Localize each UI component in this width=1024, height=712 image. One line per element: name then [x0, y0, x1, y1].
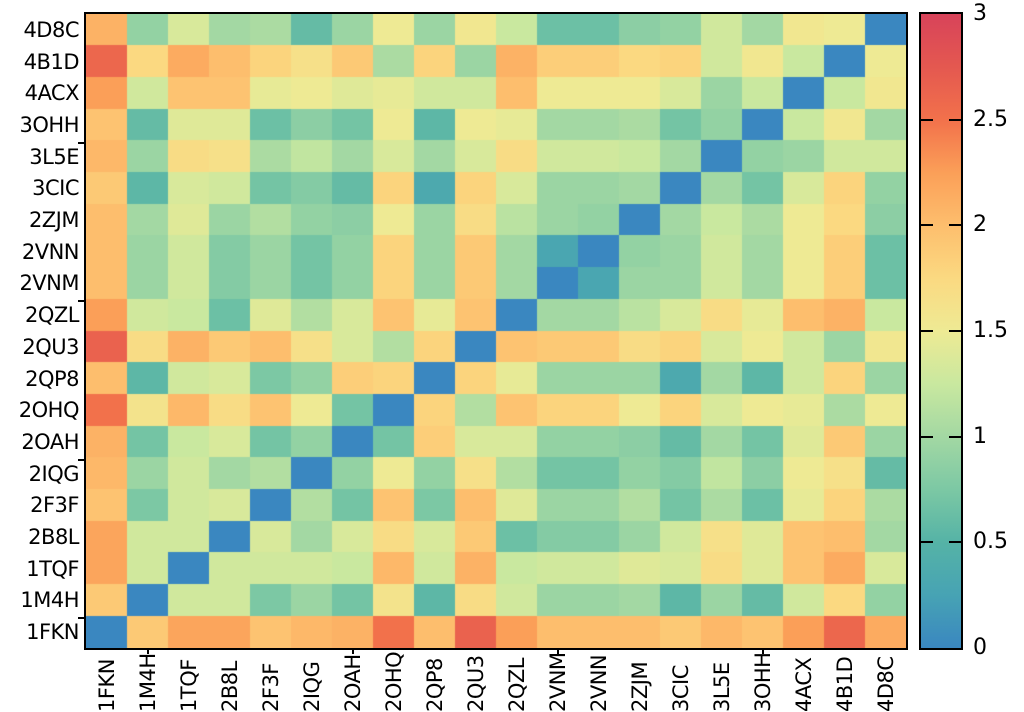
- x-axis-label: 2QP8: [422, 658, 447, 712]
- y-axis-label: 3CIC: [32, 176, 79, 201]
- x-axis-label: 4D8C: [873, 656, 898, 712]
- y-axis-label: 4B1D: [23, 49, 80, 74]
- y-axis-label: 4ACX: [24, 81, 80, 106]
- y-axis-label: 2B8L: [28, 525, 79, 550]
- y-axis-label: 1M4H: [20, 588, 79, 613]
- x-axis-label: 2OAH: [340, 654, 365, 712]
- colorbar-tick-label: 3: [973, 1, 987, 26]
- colorbar-tick: [949, 541, 961, 544]
- y-axis-label: 2OAH: [21, 429, 79, 454]
- y-axis-label: 2OHQ: [18, 398, 80, 423]
- y-axis-tick: [78, 458, 84, 461]
- x-axis-label: 4B1D: [832, 656, 857, 712]
- x-axis-label: 2VNM: [545, 652, 570, 712]
- x-axis-tick: [761, 648, 764, 654]
- colorbar-tick: [921, 541, 933, 544]
- colorbar-tick: [921, 435, 933, 438]
- colorbar-tick: [949, 330, 961, 332]
- colorbar-tick-label: 2.5: [973, 106, 1008, 132]
- plot-area: [84, 12, 908, 650]
- heatmap-canvas: [86, 14, 906, 648]
- colorbar-tick: [921, 118, 933, 121]
- y-axis-tick: [78, 141, 84, 144]
- x-axis-label: 2QU3: [463, 655, 488, 712]
- y-axis-label: 2VNM: [19, 271, 79, 296]
- x-axis-tick: [351, 648, 354, 654]
- x-axis-label: 4ACX: [791, 657, 816, 712]
- x-axis-label: 2VNN: [586, 654, 611, 712]
- y-axis-tick: [78, 617, 84, 620]
- colorbar-tick-label: 1.5: [973, 318, 1008, 343]
- y-axis-label: 4D8C: [23, 17, 79, 42]
- y-axis-label: 1FKN: [26, 620, 79, 645]
- colorbar-tick-label: 0.5: [973, 529, 1008, 555]
- y-axis-label: 1TQF: [26, 556, 79, 581]
- x-axis-label: 2F3F: [258, 663, 283, 712]
- x-axis-label: 3L5E: [709, 662, 734, 712]
- colorbar-tick-label: 2: [973, 212, 987, 238]
- x-axis-label: 3CIC: [668, 665, 693, 712]
- y-axis-label: 3L5E: [29, 144, 79, 169]
- x-axis-label: 1FKN: [94, 659, 119, 712]
- x-axis-label: 2OHQ: [381, 651, 406, 712]
- x-axis-label: 3OHH: [750, 652, 775, 712]
- x-axis-label: 2IQG: [299, 661, 324, 712]
- y-axis-tick: [78, 300, 84, 303]
- y-axis-label: 2IQG: [28, 461, 80, 486]
- x-axis-tick: [146, 648, 149, 654]
- colorbar-tick: [921, 330, 933, 332]
- y-axis-label: 2ZJM: [28, 208, 80, 233]
- x-axis-label: 1M4H: [135, 653, 160, 712]
- colorbar-tick: [921, 224, 933, 227]
- y-axis-label: 2QU3: [22, 334, 79, 359]
- colorbar-tick: [949, 224, 961, 227]
- y-axis-label: 2QZL: [25, 303, 79, 328]
- x-axis-label: 2QZL: [504, 658, 529, 712]
- y-axis-label: 2F3F: [30, 493, 79, 518]
- colorbar-tick: [949, 118, 961, 121]
- x-axis-tick: [556, 648, 559, 654]
- colorbar-tick-label: 1: [973, 423, 987, 449]
- colorbar-tick: [949, 435, 961, 438]
- y-axis-label: 3OHH: [19, 112, 80, 137]
- x-axis-label: 2ZJM: [627, 661, 652, 712]
- y-axis-label: 2QP8: [25, 366, 79, 391]
- x-axis-label: 2B8L: [217, 661, 242, 712]
- colorbar-tick-label: 0: [973, 635, 987, 660]
- y-axis-label: 2VNN: [21, 239, 80, 264]
- x-axis-label: 1TQF: [176, 659, 201, 712]
